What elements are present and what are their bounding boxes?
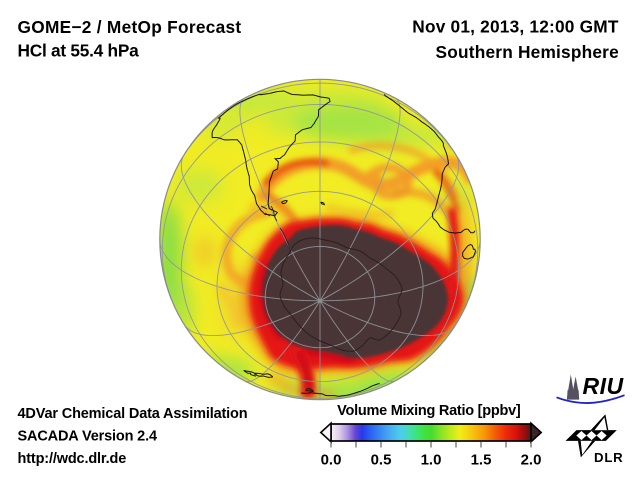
svg-text:HCl at 55.4 hPa: HCl at 55.4 hPa bbox=[18, 40, 140, 60]
svg-text:0.5: 0.5 bbox=[371, 451, 392, 468]
svg-text:Southern Hemisphere: Southern Hemisphere bbox=[436, 42, 620, 62]
svg-text:http://wdc.dlr.de: http://wdc.dlr.de bbox=[18, 451, 127, 467]
svg-text:DLR: DLR bbox=[594, 450, 624, 465]
svg-text:2.0: 2.0 bbox=[521, 451, 542, 468]
svg-text:Nov 01, 2013, 12:00 GMT: Nov 01, 2013, 12:00 GMT bbox=[412, 17, 619, 37]
svg-text:Volume Mixing Ratio [ppbv]: Volume Mixing Ratio [ppbv] bbox=[337, 403, 521, 419]
svg-text:1.0: 1.0 bbox=[421, 451, 442, 468]
svg-text:0.0: 0.0 bbox=[321, 451, 342, 468]
svg-text:RIU: RIU bbox=[583, 373, 625, 399]
svg-text:GOME−2 / MetOp Forecast: GOME−2 / MetOp Forecast bbox=[18, 17, 242, 37]
svg-text:SACADA Version 2.4: SACADA Version 2.4 bbox=[18, 428, 157, 444]
svg-text:4DVar Chemical Data Assimilati: 4DVar Chemical Data Assimilation bbox=[18, 406, 248, 422]
svg-text:1.5: 1.5 bbox=[471, 451, 492, 468]
